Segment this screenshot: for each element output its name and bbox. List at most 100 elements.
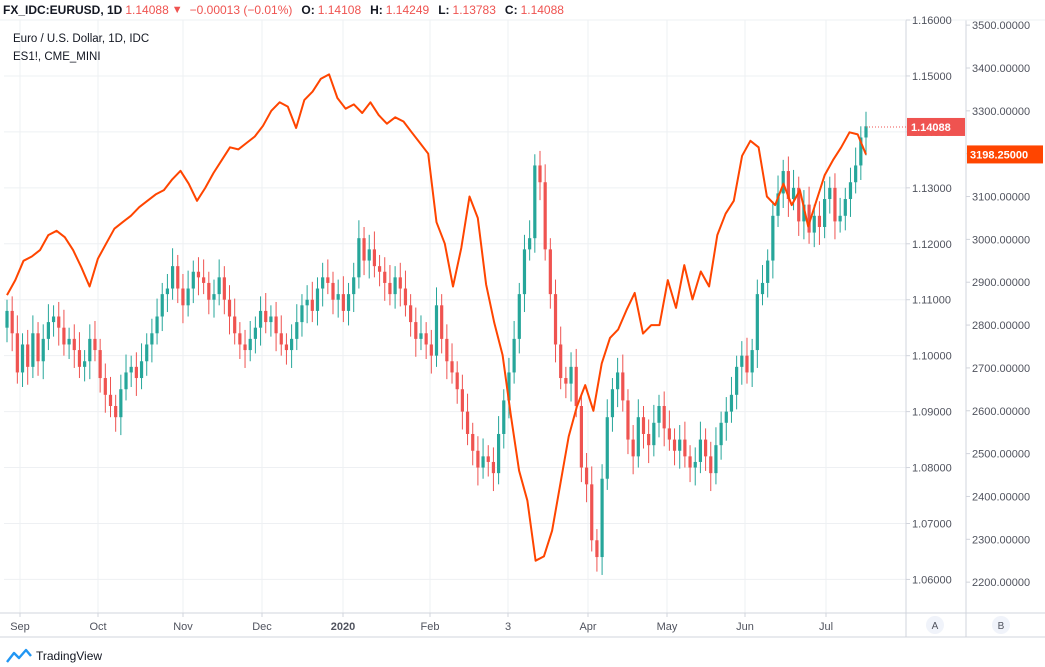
candle-body (735, 366, 739, 395)
candle-body (559, 344, 563, 379)
left-axis-tick-label: 1.08000 (912, 463, 952, 475)
candle-body (129, 366, 133, 373)
candle-body (150, 333, 154, 345)
candle-body (409, 305, 413, 323)
candle-body (791, 187, 796, 200)
candle-body (740, 355, 744, 367)
x-axis-tick-label: Nov (173, 621, 193, 633)
candle-body (202, 277, 206, 283)
last-price-badge-label: 1.14088 (911, 122, 951, 134)
candle-body (507, 372, 511, 401)
candle-body (776, 193, 780, 216)
candle-body (854, 165, 858, 183)
tradingview-logo[interactable]: TradingView (6, 648, 102, 664)
candle-body (243, 344, 247, 351)
right-axis-tick-label: 2500.00000 (972, 449, 1030, 461)
candle-body (139, 361, 144, 379)
candle-body (709, 456, 713, 474)
candle-body (698, 439, 703, 462)
candle-body (284, 344, 289, 351)
candle-body (605, 417, 609, 479)
candle-body (491, 461, 496, 474)
candle-body (703, 439, 708, 457)
candle-body (766, 260, 770, 283)
right-axis-tick-label: 3400.00000 (972, 63, 1030, 75)
candle-body (662, 406, 666, 429)
candle-body (543, 182, 547, 250)
candle-body (383, 271, 387, 283)
candle-body (859, 137, 863, 166)
left-axis-tick-label: 1.11000 (912, 295, 951, 307)
candle-body (321, 277, 325, 289)
candle-body (393, 277, 397, 295)
candle-body (838, 215, 842, 222)
candle-body (533, 165, 537, 239)
candle-body (781, 171, 785, 194)
left-axis-tick-label: 1.06000 (912, 574, 952, 586)
candle-body (331, 282, 335, 300)
candle-body (440, 305, 444, 339)
candle-body (315, 288, 320, 311)
candle-body (502, 400, 506, 434)
candle-body (714, 445, 718, 474)
candle-body (833, 187, 837, 222)
candle-body (26, 344, 30, 367)
candle-body (191, 271, 195, 289)
symbol-label[interactable]: FX_IDC:EURUSD, 1D (3, 3, 123, 17)
left-axis-tick-label: 1.12000 (912, 239, 952, 251)
candle-body (253, 327, 257, 339)
candle-body (51, 316, 56, 323)
candle-body (181, 288, 185, 306)
candle-body (450, 361, 454, 373)
candle-body (41, 338, 45, 362)
candle-body (93, 338, 97, 351)
candle-body (616, 372, 620, 390)
es1-line[interactable] (6, 73, 867, 562)
scale-a-button-label: A (932, 621, 939, 632)
x-axis-tick-label: Jul (819, 621, 833, 633)
close-value: 1.14088 (520, 3, 564, 17)
left-axis-tick-label: 1.15000 (912, 71, 952, 83)
candle-body (352, 277, 356, 295)
candle-body (843, 199, 847, 216)
candle-body (274, 316, 278, 334)
candle-body (269, 316, 273, 323)
candle-body (755, 294, 759, 351)
candle-body (77, 350, 82, 367)
scale-a-button[interactable] (926, 616, 944, 634)
candle-body (465, 411, 470, 434)
candle-body (62, 327, 66, 345)
candle-body (165, 288, 170, 295)
candle-body (652, 422, 656, 446)
candle-body (424, 333, 428, 345)
right-axis-tick-label: 3300.00000 (972, 106, 1030, 118)
candle-body (522, 249, 527, 295)
scale-b-button[interactable] (992, 616, 1010, 634)
scale-b-button-label: B (998, 621, 1005, 632)
candle-body (574, 366, 578, 407)
x-axis-tick-label: Apr (579, 621, 596, 633)
candle-body (114, 406, 118, 418)
candle-body (264, 310, 268, 323)
candle-body (434, 305, 439, 356)
right-axis-tick-label: 3100.00000 (972, 192, 1030, 204)
candle-body (621, 372, 625, 401)
candle-body (372, 249, 377, 267)
main-series-legend[interactable]: Euro / U.S. Dollar, 1D, IDC (13, 33, 150, 45)
candle-body (248, 338, 252, 351)
left-axis-tick-label: 1.09000 (912, 407, 952, 419)
x-axis-tick-label: Feb (421, 621, 440, 633)
compare-series-legend[interactable]: ES1!, CME_MINI (13, 51, 101, 63)
right-axis-tick-label: 2400.00000 (972, 491, 1030, 503)
candle-body (471, 433, 475, 451)
candle-body (817, 215, 822, 227)
candle-body (233, 316, 237, 334)
candle-body (610, 389, 615, 418)
candle-body (683, 439, 687, 457)
candle-body (67, 338, 71, 345)
symbol-header: FX_IDC:EURUSD, 1D 1.14088 ▼ −0.00013 (−0… (0, 0, 1045, 20)
eurusd-candles[interactable] (5, 111, 868, 575)
candle-body (771, 215, 775, 261)
candle-body (227, 299, 232, 317)
